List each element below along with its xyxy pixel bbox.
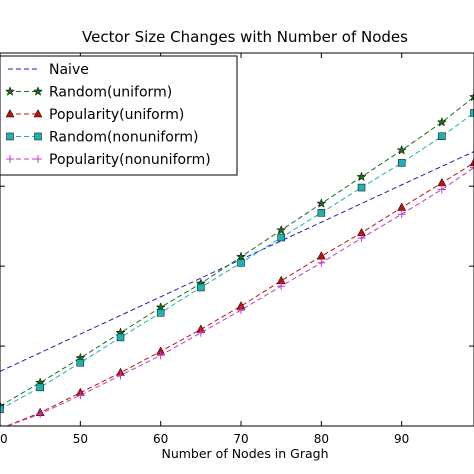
x-tick-label: 80: [314, 432, 329, 446]
series-2: [0, 157, 474, 426]
data-point: [438, 132, 446, 141]
series-4: [0, 163, 474, 426]
data-point: [116, 371, 125, 380]
data-point: [437, 185, 446, 194]
legend-entry: Popularity(nonuniform): [6, 152, 211, 168]
plot-frame: [0, 52, 474, 427]
data-point: [356, 171, 367, 182]
legend-marker: [34, 155, 42, 163]
legend-marker: [4, 86, 16, 96]
legend-marker: [33, 108, 43, 118]
legend-label: Popularity(uniform): [49, 107, 184, 123]
x-tick-label: 40: [0, 432, 8, 446]
data-point: [470, 109, 474, 117]
x-tick-label: 50: [73, 432, 88, 446]
x-tick-label: 70: [233, 432, 248, 446]
data-point: [397, 202, 407, 211]
legend-marker: [6, 132, 14, 141]
series-line-2: [5, 162, 474, 426]
legend-marker: [6, 155, 14, 163]
series-0: [0, 151, 474, 372]
legend-entry: Naive: [8, 62, 89, 78]
data-point: [357, 234, 366, 243]
legend-entry: Random(uniform): [4, 85, 172, 101]
legend-entry: Random(nonuniform): [6, 130, 198, 146]
x-axis-label: Number of Nodes in Gragh: [161, 446, 328, 461]
legend-label: Random(nonuniform): [49, 130, 198, 146]
data-point: [235, 251, 247, 262]
legend-entry: Popularity(uniform): [5, 107, 184, 123]
x-tick-label: 90: [394, 432, 409, 446]
data-point: [237, 306, 246, 315]
data-point: [36, 410, 45, 419]
data-point: [469, 157, 474, 167]
chart-title: Vector Size Changes with Number of Nodes: [82, 28, 408, 46]
series-line-0: [0, 151, 474, 372]
data-point: [237, 259, 245, 267]
data-point: [397, 159, 406, 167]
legend: Naive Random(uniform) Popularity(uniform) R…: [0, 55, 238, 176]
data-point: [156, 351, 165, 360]
legend-label: Popularity(nonuniform): [49, 152, 211, 168]
x-tick-label: 60: [153, 432, 168, 446]
data-point: [470, 163, 474, 172]
data-point: [397, 210, 406, 219]
series-3: [0, 109, 474, 414]
legend-marker: [32, 86, 44, 96]
legend-marker: [34, 132, 42, 141]
data-point: [316, 251, 326, 260]
data-point: [317, 209, 326, 217]
data-point: [0, 405, 4, 414]
data-point: [437, 177, 447, 187]
data-point: [357, 183, 366, 192]
data-point: [197, 283, 205, 292]
data-point: [396, 144, 407, 155]
data-point: [76, 358, 85, 367]
data-point: [156, 309, 165, 317]
data-point: [277, 233, 285, 242]
data-point: [0, 423, 2, 426]
data-point: [468, 91, 474, 102]
data-point: [436, 116, 447, 127]
data-point: [276, 224, 287, 235]
data-point: [36, 383, 44, 392]
legend-label: Random(uniform): [49, 85, 172, 101]
data-point: [76, 391, 85, 400]
legend-marker: [5, 108, 15, 118]
data-point: [277, 282, 286, 291]
data-point: [317, 258, 326, 267]
data-point: [196, 328, 205, 337]
data-point: [116, 333, 125, 342]
data-point: [316, 198, 327, 208]
legend-label: Naive: [49, 62, 89, 78]
